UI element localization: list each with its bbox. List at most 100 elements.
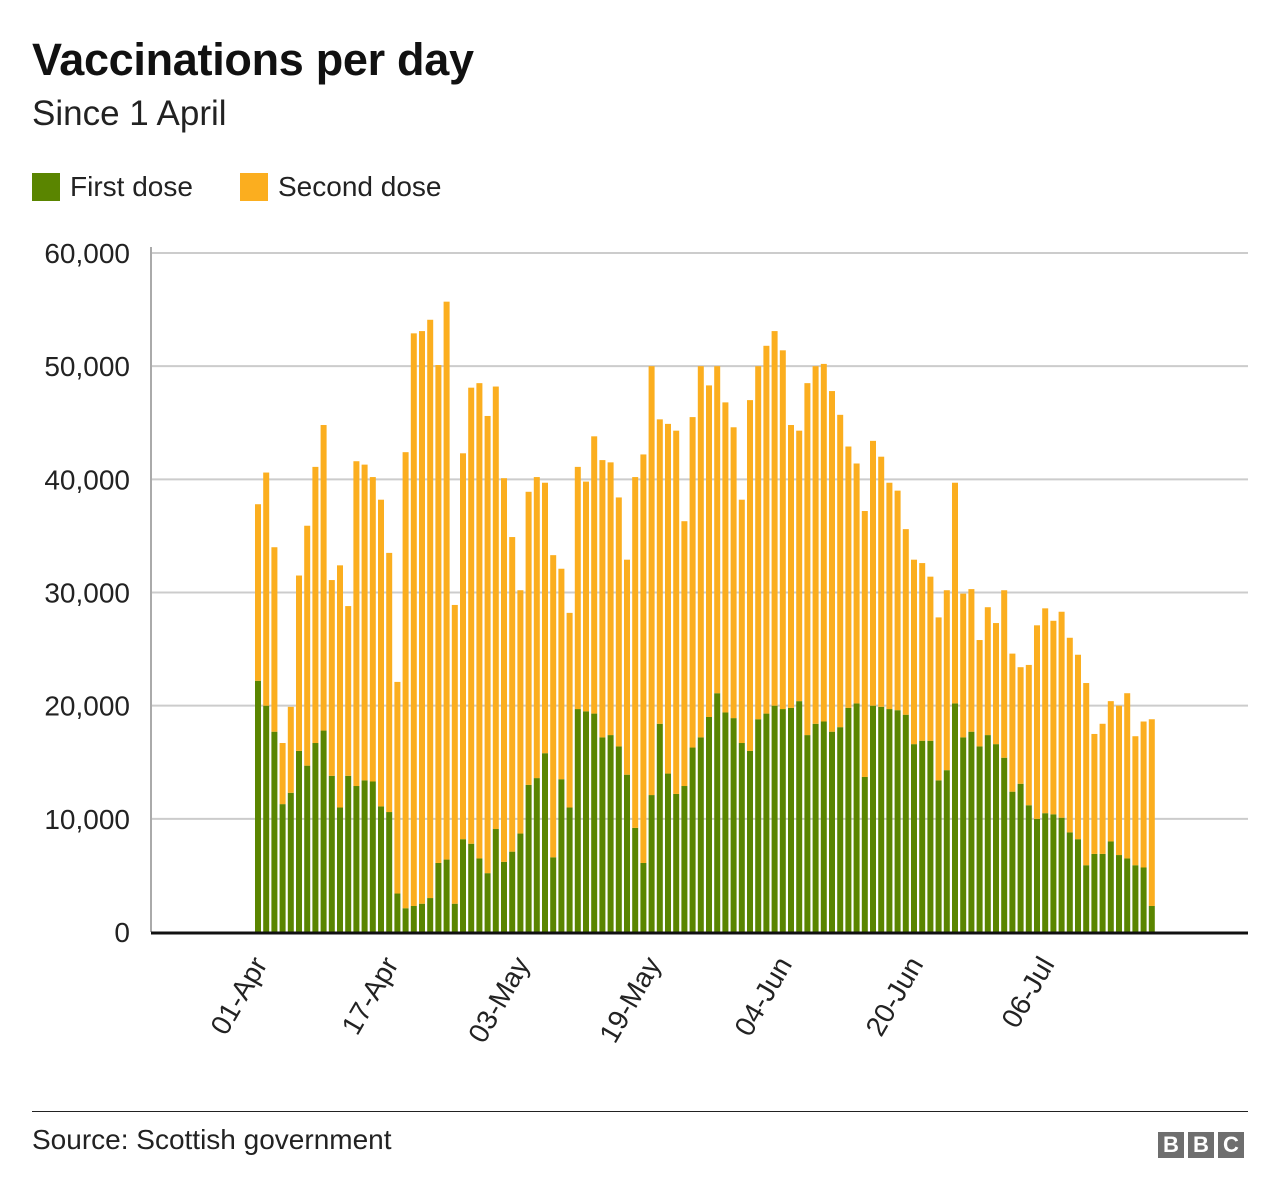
bar-second-dose <box>878 456 885 707</box>
bar-second-dose <box>591 436 598 714</box>
bar-first-dose <box>296 750 302 932</box>
bar-second-dose <box>665 423 671 774</box>
bar-second-dose <box>804 383 811 736</box>
bar-second-dose <box>1034 625 1040 819</box>
bar-second-dose <box>714 366 721 694</box>
bar-second-dose <box>894 490 901 711</box>
bar-second-dose <box>287 706 294 793</box>
bar-second-dose <box>853 463 860 704</box>
bar-second-dose <box>632 477 639 828</box>
bar-second-dose <box>960 593 967 738</box>
bar-first-dose <box>1075 839 1081 932</box>
bar-first-dose <box>911 744 917 932</box>
bar-second-dose <box>279 743 286 805</box>
bar-first-dose <box>665 773 671 932</box>
bar-first-dose <box>435 862 442 932</box>
bar-first-dose <box>1099 853 1106 932</box>
bar-first-dose <box>1148 905 1155 932</box>
bar-first-dose <box>820 721 827 932</box>
bar-first-dose <box>960 737 967 932</box>
source-note: Source: Scottish government <box>32 1124 392 1155</box>
legend-swatch-first-dose <box>32 173 60 201</box>
bar-second-dose <box>935 617 942 781</box>
bar-second-dose <box>255 504 261 681</box>
bar-second-dose <box>361 464 368 781</box>
bar-first-dose <box>976 746 983 932</box>
bar-first-dose <box>279 804 286 932</box>
bar-first-dose <box>648 795 655 932</box>
bar-first-dose <box>263 705 270 932</box>
bar-second-dose <box>730 427 737 719</box>
chart-plot: 0 10,000 20,000 30,000 40,000 50,000 60,000 01… <box>44 238 1248 1048</box>
bar-second-dose <box>968 589 975 732</box>
bar-second-dose <box>550 555 557 858</box>
bar-second-dose <box>1001 590 1008 758</box>
bar-first-dose <box>1140 867 1147 932</box>
bar-first-dose <box>624 774 630 932</box>
bar-second-dose <box>312 466 319 744</box>
bar-first-dose <box>337 807 343 932</box>
bar-first-dose <box>902 714 909 932</box>
y-tick-label: 40,000 <box>44 464 130 495</box>
bar-second-dose <box>952 482 958 704</box>
y-tick-label: 0 <box>114 917 130 948</box>
bar-first-dose <box>328 775 335 932</box>
bar-second-dose <box>1091 733 1098 854</box>
chart-subtitle: Since 1 April <box>32 94 227 133</box>
bar-first-dose <box>615 746 622 932</box>
bar-second-dose <box>902 529 909 715</box>
bar-second-dose <box>558 568 565 780</box>
bar-second-dose <box>427 319 434 899</box>
bar-first-dose <box>607 735 614 932</box>
bar-second-dose <box>919 563 926 741</box>
bar-first-dose <box>1050 814 1057 932</box>
bar-first-dose <box>845 707 852 932</box>
x-tick-label: 19-May <box>593 952 667 1048</box>
bar-second-dose <box>1042 608 1049 814</box>
bar-second-dose <box>460 453 466 840</box>
bar-second-dose <box>304 525 311 766</box>
bar-second-dose <box>1148 719 1155 906</box>
bar-second-dose <box>911 559 917 745</box>
bar-second-dose <box>763 345 770 714</box>
bar-first-dose <box>468 843 475 932</box>
bar-second-dose <box>943 590 950 771</box>
bar-second-dose <box>599 460 606 738</box>
bar-first-dose <box>1124 858 1131 932</box>
bar-first-dose <box>771 705 778 932</box>
bar-first-dose <box>550 857 557 932</box>
bar-first-dose <box>829 731 835 932</box>
bbc-logo-block-2: B <box>1188 1132 1214 1158</box>
bar-first-dose <box>697 737 704 932</box>
bar-second-dose <box>845 446 852 708</box>
bar-first-dose <box>517 833 524 932</box>
bar-second-dose <box>501 478 507 862</box>
bar-first-dose <box>1116 855 1122 932</box>
bar-second-dose <box>976 640 983 747</box>
bar-second-dose <box>779 350 786 710</box>
bar-first-dose <box>747 750 753 932</box>
bar-first-dose <box>574 709 581 932</box>
bar-second-dose <box>689 417 696 748</box>
bar-first-dose <box>812 723 819 932</box>
bar-first-dose <box>525 784 532 932</box>
bar-first-dose <box>1058 817 1065 932</box>
x-axis-labels: 01-Apr 17-Apr 03-May 19-May 04-Jun 20-Jun 06-J… <box>204 952 1060 1048</box>
bar-second-dose <box>648 366 655 796</box>
bar-second-dose <box>607 462 614 736</box>
bar-first-dose <box>1042 813 1049 932</box>
bar-second-dose <box>517 590 524 834</box>
bar-first-dose <box>369 781 376 932</box>
bar-first-dose <box>714 693 721 932</box>
bar-second-dose <box>271 547 278 732</box>
bar-second-dose <box>755 366 762 720</box>
bar-first-dose <box>492 829 499 932</box>
bar-second-dose <box>927 576 934 741</box>
bar-first-dose <box>353 786 360 932</box>
bar-second-dose <box>443 301 450 860</box>
bar-second-dose <box>738 499 745 744</box>
bar-first-dose <box>583 711 589 932</box>
bar-first-dose <box>484 873 491 932</box>
bar-second-dose <box>886 482 893 710</box>
bar-second-dose <box>574 466 581 710</box>
